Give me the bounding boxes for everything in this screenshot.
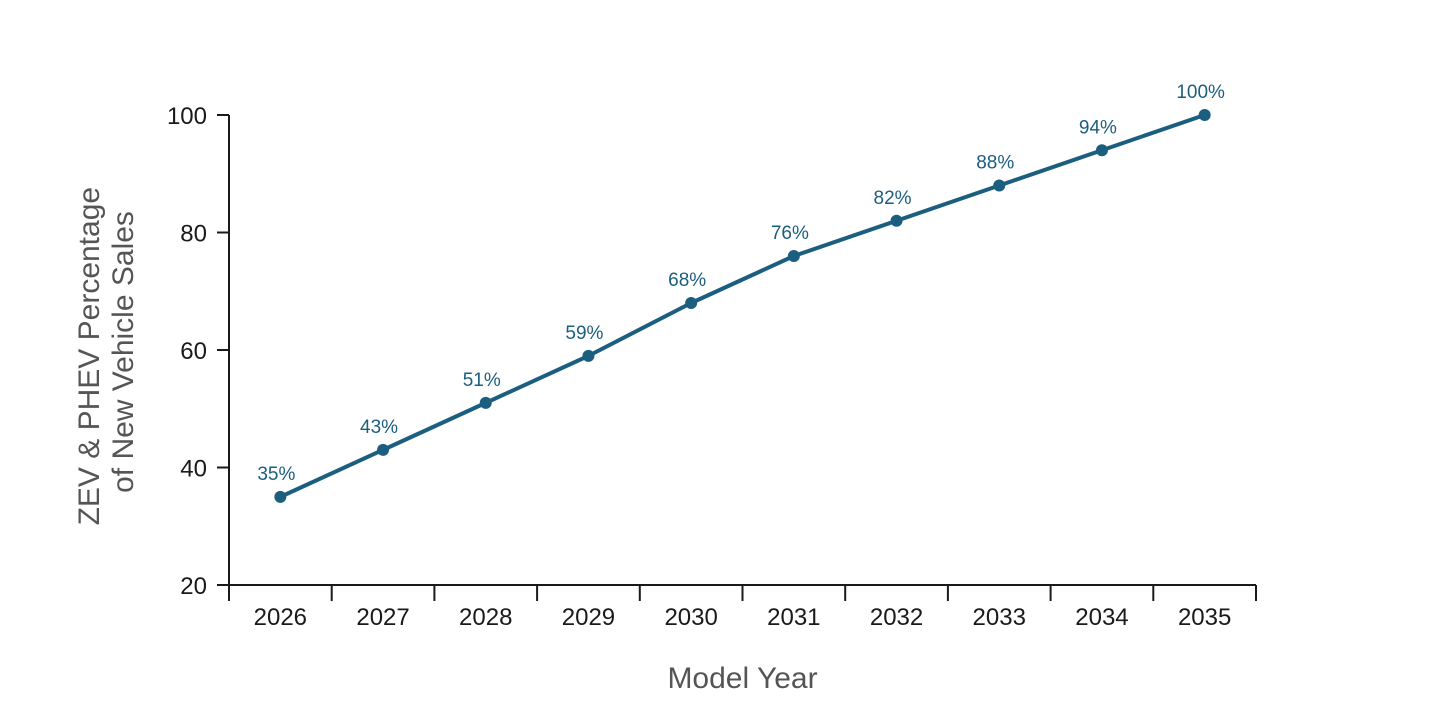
- data-point: [993, 179, 1006, 192]
- data-label: 59%: [565, 323, 603, 344]
- y-tick-label: 80: [180, 221, 207, 248]
- x-tick-label: 2028: [459, 604, 512, 631]
- data-label: 68%: [668, 270, 706, 291]
- data-point: [1095, 144, 1108, 157]
- y-axis-title-line-2: of New Vehicle Sales: [107, 211, 140, 493]
- data-label: 51%: [463, 370, 501, 391]
- y-axis-title-line-1: ZEV & PHEV Percentage: [73, 187, 106, 526]
- y-ticks: 20 40 60 80 100: [167, 103, 229, 600]
- data-label: 94%: [1079, 117, 1117, 138]
- x-tick-label: 2031: [767, 604, 820, 631]
- data-label: 100%: [1176, 82, 1225, 103]
- y-tick-label: 60: [180, 338, 207, 365]
- data-label: 35%: [257, 464, 295, 485]
- data-label: 43%: [360, 417, 398, 438]
- x-tick-label: 2026: [254, 604, 307, 631]
- data-label: 82%: [874, 188, 912, 209]
- y-tick-label: 20: [180, 573, 207, 600]
- x-tick-label: 2030: [664, 604, 717, 631]
- x-tick-label: 2032: [870, 604, 923, 631]
- series-line: [278, 113, 1207, 499]
- x-tick-label: 2033: [973, 604, 1026, 631]
- x-tick-label: 2034: [1075, 604, 1128, 631]
- y-tick-label: 40: [180, 456, 207, 483]
- data-point: [685, 297, 698, 309]
- data-point: [377, 443, 390, 456]
- data-point: [582, 349, 595, 362]
- y-axis-title: ZEV & PHEV Percentage of New Vehicle Sal…: [73, 179, 140, 526]
- x-tick-label: 2035: [1178, 604, 1231, 631]
- data-point: [1198, 109, 1211, 121]
- data-label: 88%: [976, 153, 1014, 174]
- x-ticks: 2026 2027 2028 2029 2030 2031 2032 2033 2034 2035: [228, 585, 1257, 631]
- data-point: [787, 250, 800, 262]
- x-tick-label: 2029: [562, 604, 615, 631]
- data-point: [479, 396, 492, 409]
- data-point: [274, 490, 287, 503]
- data-label: 76%: [771, 223, 809, 244]
- data-point: [890, 214, 903, 227]
- y-tick-label: 100: [167, 103, 207, 130]
- x-axis-title: Model Year: [667, 662, 817, 695]
- axes: [228, 115, 1256, 586]
- x-tick-label: 2027: [356, 604, 409, 631]
- series-layer: 35% 43% 51% 59% 68% 76% 82% 88% 94% 100%: [257, 82, 1225, 503]
